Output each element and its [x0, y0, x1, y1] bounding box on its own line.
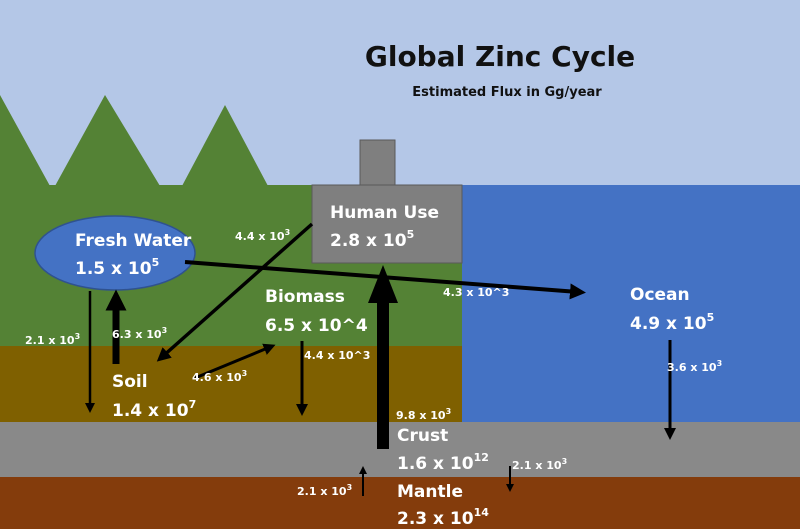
subtitle: Estimated Flux in Gg/year: [412, 85, 602, 100]
flux-crust-to-human: 9.8 x 103: [396, 407, 451, 422]
flux-mantle-to-crust: 2.1 x 103: [297, 483, 352, 498]
flux-freshwater-to-ocean: 4.3 x 10^3: [443, 286, 509, 299]
soil-name: Soil: [112, 372, 148, 392]
chimney: [359, 139, 396, 187]
fresh-water-name: Fresh Water: [75, 231, 192, 251]
page-title: Global Zinc Cycle: [365, 40, 635, 73]
ocean-region: [462, 185, 800, 423]
flux-soil-to-freshwater: 6.3 x 103: [112, 326, 167, 341]
human-use-value: 2.8 x 105: [330, 228, 414, 251]
biomass-name: Biomass: [265, 287, 345, 307]
soil-value: 1.4 x 107: [112, 398, 196, 421]
flux-ocean-to-crust: 3.6 x 103: [667, 359, 722, 374]
fresh-water-value: 1.5 x 105: [75, 256, 159, 279]
ocean-value: 4.9 x 105: [630, 311, 714, 334]
human-use-name: Human Use: [330, 203, 439, 223]
flux-freshwater-to-crust: 2.1 x 103: [25, 332, 80, 347]
flux-crust-to-mantle: 2.1 x 103: [512, 457, 567, 472]
arrow-crust-to-human-head: [368, 265, 398, 303]
arrow-human-to-soil: [156, 222, 314, 362]
flux-biomass-to-crust: 4.4 x 10^3: [304, 349, 370, 362]
mantle-name: Mantle: [397, 482, 463, 502]
tree-2: [55, 95, 160, 186]
human-use-box: [311, 184, 463, 264]
crust-name: Crust: [397, 426, 448, 446]
biomass-value: 6.5 x 10^4: [265, 316, 368, 336]
tree-1: [0, 95, 50, 186]
mantle-value: 2.3 x 1014: [397, 506, 489, 529]
arrow-soil-to-biomass: [194, 343, 276, 380]
crust-value: 1.6 x 1012: [397, 451, 489, 474]
tree-3: [182, 105, 268, 186]
soil-region: [0, 346, 462, 423]
ocean-name: Ocean: [630, 285, 690, 305]
flux-human-to-soil: 4.4 x 103: [235, 228, 290, 243]
flux-soil-to-biomass: 4.6 x 103: [192, 369, 247, 384]
mantle-region: [0, 477, 800, 529]
